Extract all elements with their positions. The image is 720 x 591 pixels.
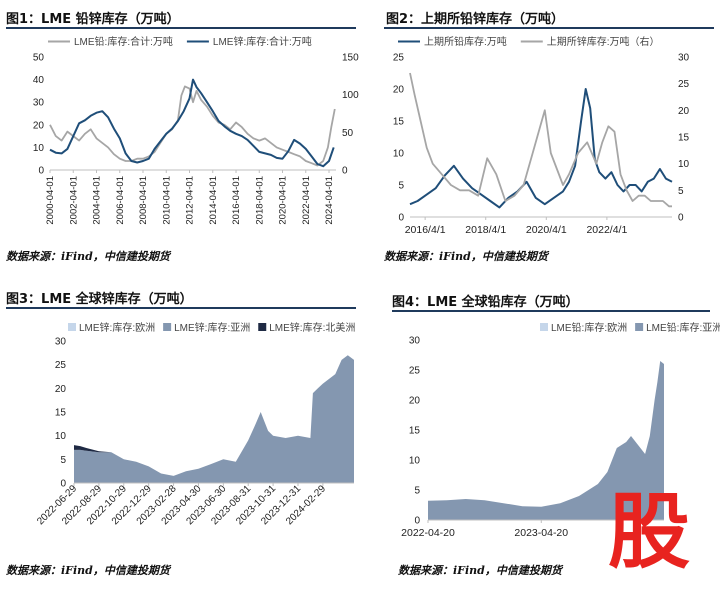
chart4-ytick: 20: [409, 396, 421, 407]
chart1-xtick-label: 2008-04-01: [138, 176, 149, 225]
chart1-source: 数据来源：iFind，中信建投期货: [6, 250, 170, 263]
chart3-legend-swatch-3: [258, 323, 267, 331]
chart4-ytick: 15: [409, 426, 421, 437]
chart3-legend-swatch-1: [68, 323, 76, 331]
chart3-legend-label-2: LME锌:库存:亚洲: [174, 321, 250, 334]
chart2-legend-label-2: 上期所锌库存:万吨（右）: [547, 35, 660, 48]
chart3-title: 图3：LME 全球锌库存（万吨）: [6, 292, 193, 307]
chart4-ytick: 0: [414, 516, 420, 527]
chart1-xtick-label: 2014-04-01: [208, 176, 219, 225]
chart3-series-2-area: [74, 355, 354, 483]
chart3-legend-swatch-2: [163, 323, 172, 331]
chart2-ytick-left: 20: [393, 85, 405, 96]
chart2-ytick-right: 30: [678, 53, 690, 64]
chart3-ytick: 10: [55, 431, 67, 442]
chart3-legend-label-1: LME锌:库存:欧洲: [79, 321, 155, 334]
chart2-series-1-line: [409, 88, 673, 209]
chart4-title: 图4：LME 全球铅库存（万吨）: [392, 295, 579, 310]
chart1-ytick-left: 10: [33, 143, 45, 154]
chart2-legend-label-1: 上期所铅库存:万吨: [424, 35, 507, 48]
chart2-xtick-label: 2018/4/1: [465, 224, 506, 236]
chart3-ytick: 30: [55, 337, 67, 348]
chart4-legend-swatch-2: [635, 323, 644, 331]
chart1-xtick-label: 2018-04-01: [254, 176, 265, 225]
chart4-top-rule: [392, 310, 710, 312]
chart4-ytick: 10: [409, 456, 421, 467]
chart1-title: 图1：LME 铅锌库存（万吨）: [6, 12, 180, 27]
chart3-ytick: 25: [55, 360, 67, 371]
chart1-series-1-line: [49, 85, 336, 167]
chart1-ytick-left: 30: [33, 98, 45, 109]
chart1-legend-label-1: LME铅:库存:合计:万吨: [74, 35, 173, 48]
chart3-top-rule: [6, 307, 356, 309]
chart2-ytick-right: 5: [678, 186, 684, 197]
chart1-xtick-label: 2004-04-01: [92, 176, 103, 225]
chart1-xtick-label: 2022-04-01: [301, 176, 312, 225]
chart1-ytick-left: 0: [38, 166, 44, 177]
chart2-ytick-left: 5: [398, 181, 404, 192]
chart1-xtick-label: 2024-04-01: [324, 176, 335, 225]
watermark-logo: 股: [608, 485, 691, 580]
chart2-ytick-right: 15: [678, 133, 690, 144]
chart4-ytick: 5: [414, 486, 420, 497]
chart1-series-2-line: [49, 78, 335, 168]
chart4-ytick: 30: [409, 336, 421, 347]
chart1-xtick-label: 2012-04-01: [185, 176, 196, 225]
chart4-legend-label-2: LME铅:库存:亚洲: [646, 321, 720, 334]
chart2-title: 图2：上期所铅锌库存（万吨）: [386, 12, 565, 27]
chart3-ytick: 5: [60, 455, 66, 466]
chart3-ytick: 15: [55, 408, 67, 419]
chart1-ytick-left: 20: [33, 120, 45, 131]
chart1-ytick-left: 40: [33, 75, 45, 86]
chart3-ytick: 20: [55, 384, 67, 395]
chart2-ytick-left: 25: [393, 53, 405, 64]
chart4-series-2-area: [428, 361, 664, 520]
chart2-ytick-left: 15: [393, 117, 405, 128]
chart2-ytick-left: 0: [398, 213, 404, 224]
chart1-top-rule: [6, 27, 356, 29]
chart3-source: 数据来源：iFind，中信建投期货: [6, 564, 170, 577]
chart3-ytick: 0: [60, 479, 66, 490]
chart1-xtick-label: 2000-04-01: [45, 176, 56, 225]
chart4-legend-swatch-1: [540, 323, 548, 331]
chart4-source: 数据来源：iFind，中信建投期货: [398, 564, 562, 577]
chart1-ytick-left: 50: [33, 53, 45, 64]
chart1-xtick-label: 2002-04-01: [68, 176, 79, 225]
chart1-ytick-right: 0: [342, 166, 348, 177]
chart1-ytick-right: 50: [342, 128, 354, 139]
chart3-legend-label-3: LME锌:库存:北美洲: [269, 321, 355, 334]
chart2-ytick-right: 25: [678, 79, 690, 90]
chart1-xtick-label: 2020-04-01: [278, 176, 289, 225]
chart1-xtick-label: 2006-04-01: [115, 176, 126, 225]
chart2-ytick-right: 10: [678, 159, 690, 170]
chart2-xtick-label: 2020/4/1: [526, 224, 567, 236]
chart2-top-rule: [384, 27, 714, 29]
chart2-ytick-left: 10: [393, 149, 405, 160]
chart4-ytick: 25: [409, 366, 421, 377]
chart2-xtick-label: 2022/4/1: [586, 224, 627, 236]
chart2-source: 数据来源：iFind，中信建投期货: [384, 250, 548, 263]
chart1-xtick-label: 2010-04-01: [161, 176, 172, 225]
chart1-xtick-label: 2016-04-01: [231, 176, 242, 225]
chart2-xtick-label: 2016/4/1: [405, 224, 446, 236]
chart2-ytick-right: 20: [678, 106, 690, 117]
chart2-ytick-right: 0: [678, 213, 684, 224]
chart1-ytick-right: 150: [342, 53, 359, 64]
chart1-ytick-right: 100: [342, 90, 359, 101]
chart4-legend-label-1: LME铅:库存:欧洲: [551, 321, 627, 334]
chart4-xtick-label: 2023-04-20: [514, 527, 568, 539]
chart4-xtick-label: 2022-04-20: [401, 527, 455, 539]
chart1-legend-label-2: LME锌:库存:合计:万吨: [213, 35, 312, 48]
chart2-series-2-line: [409, 72, 672, 208]
